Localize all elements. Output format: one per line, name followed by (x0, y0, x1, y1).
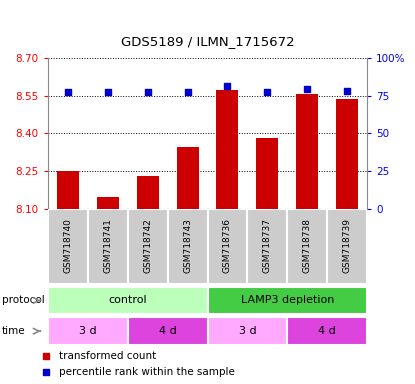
Bar (137, 176, 159, 209)
Bar (256, 139, 278, 209)
Text: GSM718737: GSM718737 (263, 218, 272, 273)
Bar (217, 91, 239, 209)
Bar (168, 209, 208, 284)
Point (144, 89, 151, 96)
Bar (327, 209, 367, 284)
Point (344, 88, 351, 94)
Text: GSM718740: GSM718740 (63, 218, 72, 273)
Bar (287, 317, 367, 345)
Text: GSM718739: GSM718739 (343, 218, 352, 273)
Bar (97, 197, 119, 209)
Bar (57, 171, 79, 209)
Bar (128, 209, 168, 284)
Text: GSM718743: GSM718743 (183, 218, 192, 273)
Bar (176, 147, 198, 209)
Bar (336, 99, 358, 209)
Point (64, 89, 71, 96)
Point (104, 89, 111, 96)
Bar (48, 209, 88, 284)
Text: percentile rank within the sample: percentile rank within the sample (59, 367, 235, 377)
Bar (247, 209, 287, 284)
Text: GSM718741: GSM718741 (103, 218, 112, 273)
Text: GSM718736: GSM718736 (223, 218, 232, 273)
Text: LAMP3 depletion: LAMP3 depletion (241, 295, 334, 306)
Bar (88, 209, 128, 284)
Text: transformed count: transformed count (59, 351, 156, 361)
Bar (208, 286, 367, 314)
Text: GSM718738: GSM718738 (303, 218, 312, 273)
Text: GSM718742: GSM718742 (143, 218, 152, 273)
Text: 4 d: 4 d (318, 326, 336, 336)
Bar (208, 317, 287, 345)
Text: GDS5189 / ILMN_1715672: GDS5189 / ILMN_1715672 (121, 35, 294, 48)
Point (304, 86, 311, 93)
Text: time: time (2, 326, 26, 336)
Bar (128, 317, 208, 345)
Point (43, 369, 49, 375)
Bar (296, 94, 318, 209)
Bar (48, 317, 128, 345)
Point (184, 89, 191, 96)
Point (224, 83, 231, 89)
Bar (208, 209, 247, 284)
Text: protocol: protocol (2, 295, 45, 306)
Text: 4 d: 4 d (159, 326, 176, 336)
Bar (287, 209, 327, 284)
Point (264, 89, 271, 96)
Point (43, 353, 49, 359)
Text: control: control (108, 295, 147, 306)
Text: 3 d: 3 d (239, 326, 256, 336)
Bar (48, 286, 208, 314)
Text: 3 d: 3 d (79, 326, 96, 336)
